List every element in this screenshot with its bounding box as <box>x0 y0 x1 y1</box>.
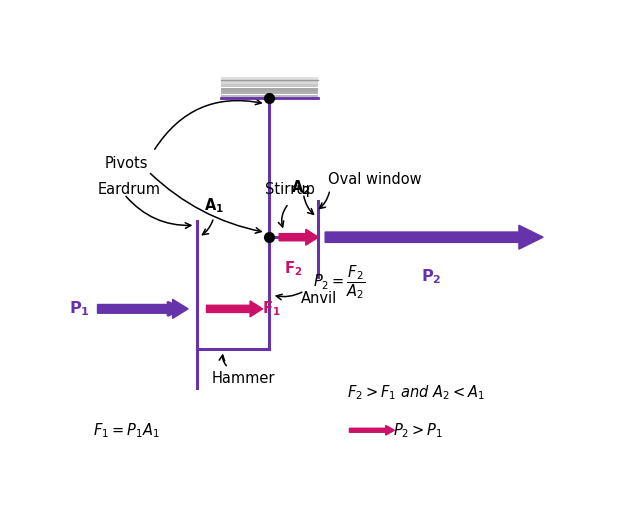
Text: Oval window: Oval window <box>328 173 421 188</box>
FancyArrow shape <box>325 225 543 249</box>
FancyArrow shape <box>349 425 394 435</box>
Text: Pivots: Pivots <box>105 156 148 171</box>
Text: $P_2 = \dfrac{F_2}{A_2}$: $P_2 = \dfrac{F_2}{A_2}$ <box>313 263 366 301</box>
Text: Hammer: Hammer <box>211 371 275 386</box>
Text: $\mathbf{P_2}$: $\mathbf{P_2}$ <box>421 267 442 286</box>
Text: $\mathbf{F_1}$: $\mathbf{F_1}$ <box>262 299 281 318</box>
Text: $\mathbf{A_2}$: $\mathbf{A_2}$ <box>291 179 311 197</box>
Text: $\mathbf{P_1}$: $\mathbf{P_1}$ <box>69 299 90 318</box>
Text: $F_2 > F_1$ and $A_2 < A_1$: $F_2 > F_1$ and $A_2 < A_1$ <box>347 384 485 402</box>
Text: $\mathbf{A_1}$: $\mathbf{A_1}$ <box>204 196 224 215</box>
Bar <box>221 92 318 94</box>
FancyArrow shape <box>206 301 262 317</box>
Bar <box>221 81 318 84</box>
Text: Stirrup: Stirrup <box>264 183 314 197</box>
Text: $\mathbf{F_2}$: $\mathbf{F_2}$ <box>284 259 302 278</box>
Text: Anvil: Anvil <box>301 292 338 307</box>
Bar <box>221 95 318 98</box>
Bar <box>221 77 318 80</box>
Text: $P_2 > P_1$: $P_2 > P_1$ <box>393 421 443 439</box>
Bar <box>221 88 318 90</box>
FancyArrow shape <box>279 229 318 245</box>
Bar <box>221 84 318 87</box>
FancyArrow shape <box>98 299 188 318</box>
Text: $F_1 = P_1A_1$: $F_1 = P_1A_1$ <box>92 421 159 440</box>
Text: Eardrum: Eardrum <box>98 183 161 197</box>
